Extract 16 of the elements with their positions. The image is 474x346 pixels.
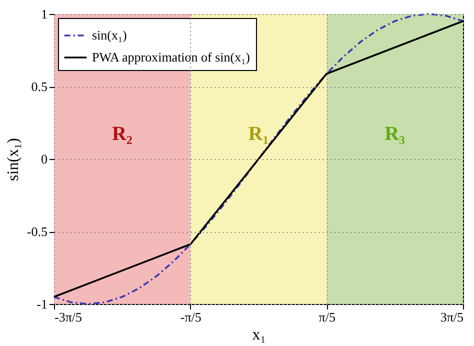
y-tick-label: 1 xyxy=(41,6,48,22)
legend-label: sin(x₁) xyxy=(92,28,127,42)
y-tick-label: -0.5 xyxy=(26,224,48,239)
x-tick-label: 3π/5 xyxy=(440,310,464,324)
legend-label: PWA approximation of sin(x₁) xyxy=(92,50,250,64)
band-label: R₃ xyxy=(384,123,406,145)
band-label: R₂ xyxy=(112,123,132,145)
x-axis-title: x₁ xyxy=(252,326,266,344)
x-tick-label: -3π/5 xyxy=(54,310,82,324)
x-tick-label: -π/5 xyxy=(180,310,202,324)
y-tick-label: 0.5 xyxy=(31,79,48,94)
y-tick-label: 0 xyxy=(41,152,48,166)
band-label: R₁ xyxy=(248,123,269,145)
y-axis-title: sin(x₁) xyxy=(4,138,22,181)
y-tick-label: -1 xyxy=(36,296,48,312)
x-tick-label: π/5 xyxy=(318,310,336,324)
